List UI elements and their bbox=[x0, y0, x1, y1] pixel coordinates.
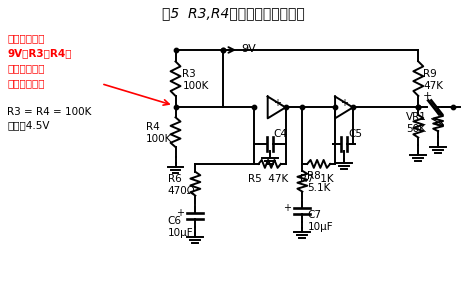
Text: R3: R3 bbox=[183, 69, 196, 79]
Text: C4: C4 bbox=[274, 129, 288, 139]
Text: R6: R6 bbox=[168, 174, 181, 184]
Point bbox=[172, 105, 179, 110]
Point bbox=[282, 105, 289, 110]
Text: 電圧となる。: 電圧となる。 bbox=[7, 78, 45, 88]
Text: なので4.5V: なので4.5V bbox=[7, 120, 49, 130]
Text: 図5  R3,R4によるバイアス回路: 図5 R3,R4によるバイアス回路 bbox=[162, 6, 304, 20]
Text: R4: R4 bbox=[146, 122, 159, 132]
Point bbox=[349, 105, 356, 110]
Text: C5: C5 bbox=[348, 129, 362, 139]
Text: 9V: 9V bbox=[241, 44, 256, 54]
Text: +: + bbox=[273, 99, 281, 108]
Text: +: + bbox=[340, 99, 348, 108]
Point bbox=[219, 48, 227, 52]
Point bbox=[299, 105, 306, 110]
Point bbox=[219, 48, 227, 52]
Text: R3 = R4 = 100K: R3 = R4 = 100K bbox=[7, 107, 91, 117]
Text: 47K: 47K bbox=[423, 81, 443, 91]
Text: C6: C6 bbox=[168, 216, 182, 226]
Point bbox=[449, 105, 457, 110]
Text: R5  47K: R5 47K bbox=[247, 174, 288, 184]
Point bbox=[415, 105, 422, 110]
Text: 9VをR3とR4で: 9VをR3とR4で bbox=[7, 48, 72, 58]
Text: 5.1K: 5.1K bbox=[307, 183, 331, 193]
Text: 10μF: 10μF bbox=[307, 222, 333, 232]
Text: R8: R8 bbox=[307, 171, 321, 181]
Text: VR1: VR1 bbox=[406, 112, 427, 122]
Text: 50K: 50K bbox=[406, 124, 426, 134]
Text: 分圧した直流: 分圧した直流 bbox=[7, 63, 45, 73]
Point bbox=[250, 105, 258, 110]
Text: C7: C7 bbox=[307, 210, 322, 220]
Point bbox=[172, 48, 179, 52]
Text: +: + bbox=[283, 204, 291, 213]
Text: R7  1K: R7 1K bbox=[300, 174, 334, 184]
Text: R9: R9 bbox=[423, 69, 437, 79]
Point bbox=[331, 105, 339, 110]
Text: ここは電源の: ここは電源の bbox=[7, 33, 45, 43]
Text: 100K: 100K bbox=[146, 134, 172, 144]
Text: +: + bbox=[423, 91, 432, 100]
Text: 470Ω: 470Ω bbox=[168, 186, 195, 196]
Text: 10μF: 10μF bbox=[168, 228, 193, 238]
Text: +: + bbox=[177, 208, 185, 219]
Text: 100K: 100K bbox=[183, 81, 209, 91]
Point bbox=[415, 105, 422, 110]
